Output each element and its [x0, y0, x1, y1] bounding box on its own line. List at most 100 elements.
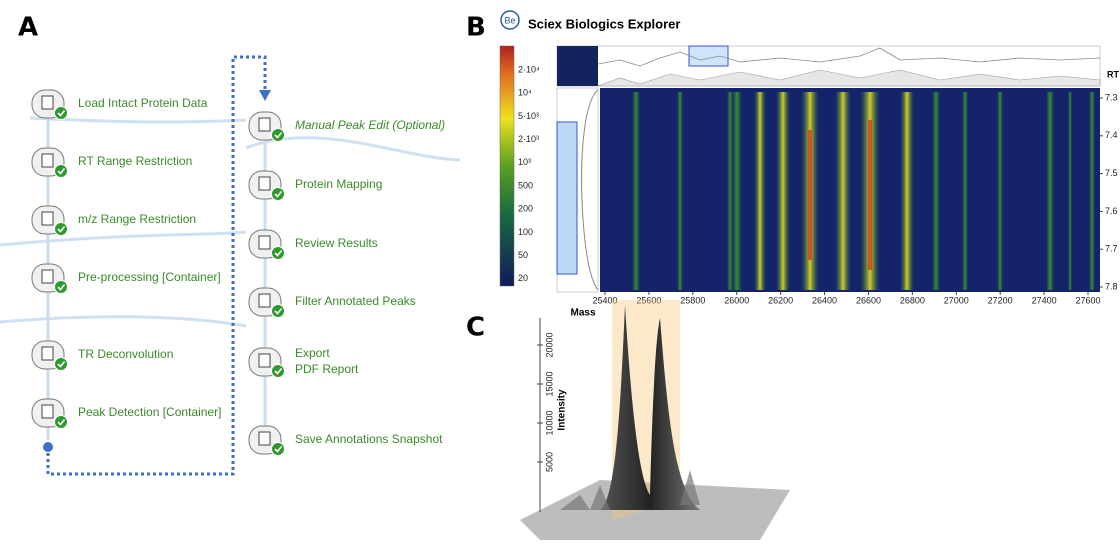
- app-title: Sciex Biologics Explorer: [528, 16, 680, 31]
- step-glyph: [258, 117, 271, 132]
- x-tick-label: 27600: [1075, 295, 1100, 305]
- stripe: [1089, 92, 1095, 290]
- check-mark: [274, 191, 283, 198]
- step-label: Export: [295, 346, 330, 360]
- step-glyph: [41, 269, 54, 284]
- step-glyph: [41, 346, 54, 361]
- check-badge: [54, 415, 68, 429]
- check-badge: [54, 164, 68, 178]
- check-mark: [57, 284, 66, 291]
- stripe: [835, 92, 851, 290]
- check-mark: [274, 250, 283, 257]
- x-tick-label: 25400: [592, 295, 617, 305]
- y-tick-label: 7.7: [1105, 244, 1118, 254]
- stripe: [962, 92, 968, 290]
- z-tick-label: 10000: [544, 410, 554, 435]
- y-tick-label: 7.3: [1105, 92, 1118, 102]
- step-label: Load Intact Protein Data: [78, 96, 208, 110]
- stripe: [727, 92, 733, 290]
- check-badge: [54, 357, 68, 371]
- check-badge: [54, 106, 68, 120]
- step-glyph: [258, 431, 271, 446]
- check-badge: [271, 128, 285, 142]
- stripe: [932, 92, 940, 290]
- stripe: [732, 92, 742, 290]
- step-glyph: [258, 293, 271, 308]
- stripe: [776, 92, 790, 290]
- overview-trace: [597, 47, 1101, 67]
- step-label: m/z Range Restriction: [78, 212, 196, 226]
- check-mark: [57, 168, 66, 175]
- x-tick-label: 25600: [636, 295, 661, 305]
- step-label: Filter Annotated Peaks: [295, 294, 416, 308]
- z-tick-label: 20000: [544, 332, 554, 357]
- stripe: [1068, 92, 1072, 290]
- x-tick-label: 27000: [944, 295, 969, 305]
- step-glyph: [258, 176, 271, 191]
- stripe: [632, 92, 640, 290]
- stripe: [997, 92, 1003, 290]
- check-mark: [274, 132, 283, 139]
- hot-core: [808, 130, 812, 260]
- overview-thumb: [557, 46, 598, 86]
- x-tick-label: 26000: [724, 295, 749, 305]
- check-badge: [271, 187, 285, 201]
- check-badge: [54, 222, 68, 236]
- colorbar-label: 2·10⁴: [518, 64, 540, 74]
- stripe: [900, 92, 914, 290]
- step-glyph: [41, 211, 54, 226]
- colorbar-label: 100: [518, 227, 533, 237]
- profile-window: [556, 121, 578, 275]
- x-tick-label: 27400: [1032, 295, 1057, 305]
- loop-arrow: [46, 55, 267, 476]
- panel-label: A: [18, 13, 38, 43]
- step-glyph: [41, 153, 54, 168]
- step-label: Peak Detection [Container]: [78, 405, 221, 419]
- peak-surface: [600, 305, 700, 510]
- check-badge: [271, 304, 285, 318]
- x-tick-label: 27200: [988, 295, 1013, 305]
- y-tick-label: 7.6: [1105, 206, 1118, 216]
- stripe: [1046, 92, 1054, 290]
- profile-trace: [581, 89, 599, 291]
- check-badge: [271, 364, 285, 378]
- z-tick-label: 15000: [544, 371, 554, 396]
- stripe: [754, 92, 766, 290]
- check-mark: [274, 368, 283, 375]
- check-mark: [57, 419, 66, 426]
- x-tick-label: 26800: [900, 295, 925, 305]
- step-glyph: [41, 95, 54, 110]
- y-tick-label: 7.8: [1105, 281, 1118, 291]
- axis-label: Intensity: [557, 389, 568, 431]
- colorbar-label: 500: [518, 180, 533, 190]
- colorbar-label: 50: [518, 250, 528, 260]
- check-mark: [57, 361, 66, 368]
- panel-label: C: [466, 313, 485, 343]
- step-label: Manual Peak Edit (Optional): [295, 118, 445, 132]
- step-glyph: [258, 235, 271, 250]
- colorbar-label: 10³: [518, 157, 531, 167]
- colorbar-label: 10⁴: [518, 88, 532, 98]
- y-tick-label: 7.5: [1105, 168, 1118, 178]
- check-badge: [271, 246, 285, 260]
- colorbar: [499, 45, 515, 287]
- logo-text: Be: [504, 15, 515, 25]
- step-label: RT Range Restriction: [78, 154, 192, 168]
- step-label: TR Deconvolution: [78, 347, 173, 361]
- step-label: Review Results: [295, 236, 378, 250]
- overview-window: [688, 45, 729, 67]
- check-mark: [274, 308, 283, 315]
- step-glyph: [258, 353, 271, 368]
- colorbar-label: 20: [518, 273, 528, 283]
- colorbar-label: 2·10³: [518, 134, 539, 144]
- colorbar-label: 5·10³: [518, 111, 539, 121]
- stripe: [677, 92, 683, 290]
- check-badge: [271, 442, 285, 456]
- check-mark: [57, 226, 66, 233]
- minor-peaks: [560, 470, 700, 510]
- step-label: Pre-processing [Container]: [78, 270, 221, 284]
- x-tick-label: 25800: [680, 295, 705, 305]
- check-mark: [57, 110, 66, 117]
- step-label: PDF Report: [295, 362, 359, 376]
